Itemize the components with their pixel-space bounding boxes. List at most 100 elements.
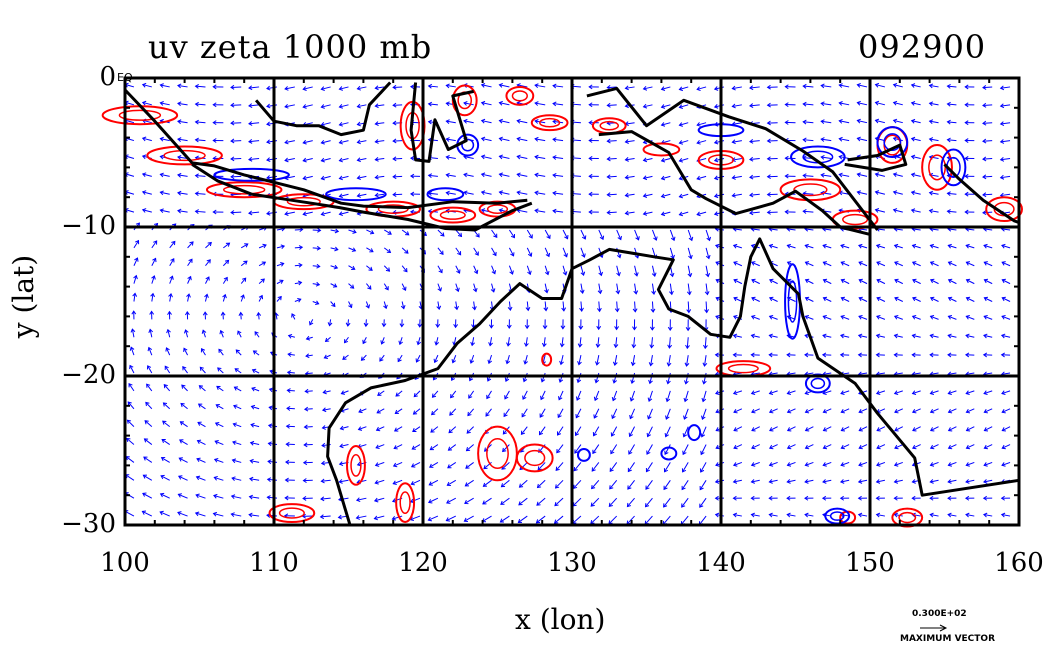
wind-vector xyxy=(840,479,850,483)
wind-vector xyxy=(177,210,188,213)
wind-vector-head xyxy=(534,208,539,214)
wind-vector xyxy=(375,175,385,179)
wind-vector xyxy=(687,301,690,313)
wind-vector-head xyxy=(527,252,533,257)
wind-vector xyxy=(983,479,993,483)
wind-vector-head xyxy=(784,84,789,90)
wind-vector xyxy=(912,261,921,267)
wind-vector xyxy=(805,426,814,431)
wind-vector-head xyxy=(516,136,521,142)
wind-vector xyxy=(948,315,957,320)
wind-vector-head xyxy=(1000,512,1006,518)
wind-vector xyxy=(751,461,760,466)
wind-vector xyxy=(146,383,153,392)
x-tick-label: 110 xyxy=(249,548,299,578)
wind-vector xyxy=(143,474,153,481)
wind-vector xyxy=(858,372,868,375)
wind-vector xyxy=(452,354,457,363)
wind-vector xyxy=(197,421,206,428)
wind-vector xyxy=(804,514,814,517)
wind-vector xyxy=(463,191,474,195)
wind-vector-head xyxy=(498,208,503,213)
wind-vector xyxy=(611,426,618,437)
wind-vector-head xyxy=(473,269,479,275)
wind-vector xyxy=(447,462,457,469)
wind-vector-head xyxy=(749,138,754,144)
wind-vector xyxy=(501,479,510,488)
wind-vector xyxy=(284,157,295,161)
wind-vector-head xyxy=(302,495,307,501)
wind-vector-head xyxy=(302,139,307,145)
wind-vector xyxy=(312,229,321,231)
wind-vector-head xyxy=(212,511,218,517)
negative-vorticity-contour xyxy=(213,167,290,182)
wind-vector-head xyxy=(177,190,182,196)
wind-vector xyxy=(616,229,622,240)
wind-vector-head xyxy=(177,155,182,160)
wind-vector-head xyxy=(946,209,951,214)
wind-vector-head xyxy=(784,155,789,161)
wind-vector xyxy=(446,138,456,142)
wind-vector-head xyxy=(523,360,528,365)
wind-vector xyxy=(557,426,564,436)
wind-vector-head xyxy=(500,500,505,505)
wind-vector xyxy=(787,444,796,449)
wind-vector-head xyxy=(580,271,586,276)
wind-vector-head xyxy=(562,271,568,276)
wind-vector xyxy=(448,444,457,451)
wind-vector-head xyxy=(624,157,629,162)
wind-vector-head xyxy=(235,349,240,354)
wind-vector xyxy=(321,140,331,144)
wind-vector-head xyxy=(947,296,953,302)
wind-vector-head xyxy=(911,390,917,396)
wind-vector xyxy=(248,122,260,125)
wind-vector xyxy=(875,101,886,106)
wind-vector xyxy=(535,191,546,195)
wind-vector-head xyxy=(858,462,863,467)
wind-vector xyxy=(481,155,492,159)
wind-vector xyxy=(375,86,385,89)
positive-vorticity-contour-inner xyxy=(222,184,266,195)
wind-vector-head xyxy=(230,512,235,517)
wind-vector-head xyxy=(487,359,493,365)
wind-vector-head xyxy=(129,346,135,351)
wind-vector-head xyxy=(291,313,296,318)
x-axis-label: x (lon) xyxy=(515,603,606,636)
wind-vector-head xyxy=(455,287,460,293)
wind-vector-head xyxy=(750,333,756,339)
wind-vector xyxy=(463,173,474,177)
wind-vector xyxy=(284,211,295,215)
wind-vector-head xyxy=(498,190,503,195)
wind-vector xyxy=(148,347,153,356)
wind-vector-head xyxy=(699,468,705,473)
wind-vector-head xyxy=(230,120,235,126)
wind-vector-head xyxy=(804,315,810,320)
wind-vector xyxy=(893,119,903,124)
wind-vector-head xyxy=(804,261,810,266)
wind-vector xyxy=(177,192,188,195)
wind-vector-head xyxy=(660,157,666,163)
wind-vector xyxy=(840,334,850,338)
wind-vector xyxy=(858,297,868,302)
wind-vector xyxy=(661,86,671,90)
wind-vector xyxy=(686,355,689,367)
wind-vector-head xyxy=(856,82,861,88)
wind-vector-head xyxy=(305,335,311,341)
wind-vector-head xyxy=(220,311,226,316)
wind-vector-head xyxy=(411,445,416,450)
wind-vector-head xyxy=(840,408,845,414)
wind-vector xyxy=(196,476,206,481)
wind-vector xyxy=(645,480,653,490)
wind-vector xyxy=(679,211,689,216)
wind-vector xyxy=(668,355,671,366)
wind-vector-head xyxy=(804,462,809,467)
wind-vector xyxy=(499,84,510,88)
wind-vector-head xyxy=(857,512,863,518)
wind-vector xyxy=(294,264,302,267)
wind-vector-head xyxy=(159,190,164,196)
wind-vector xyxy=(526,229,533,239)
wind-vector-head xyxy=(374,103,379,109)
wind-vector-head xyxy=(732,479,738,484)
wind-vector xyxy=(124,119,135,124)
wind-vector-head xyxy=(159,208,164,214)
